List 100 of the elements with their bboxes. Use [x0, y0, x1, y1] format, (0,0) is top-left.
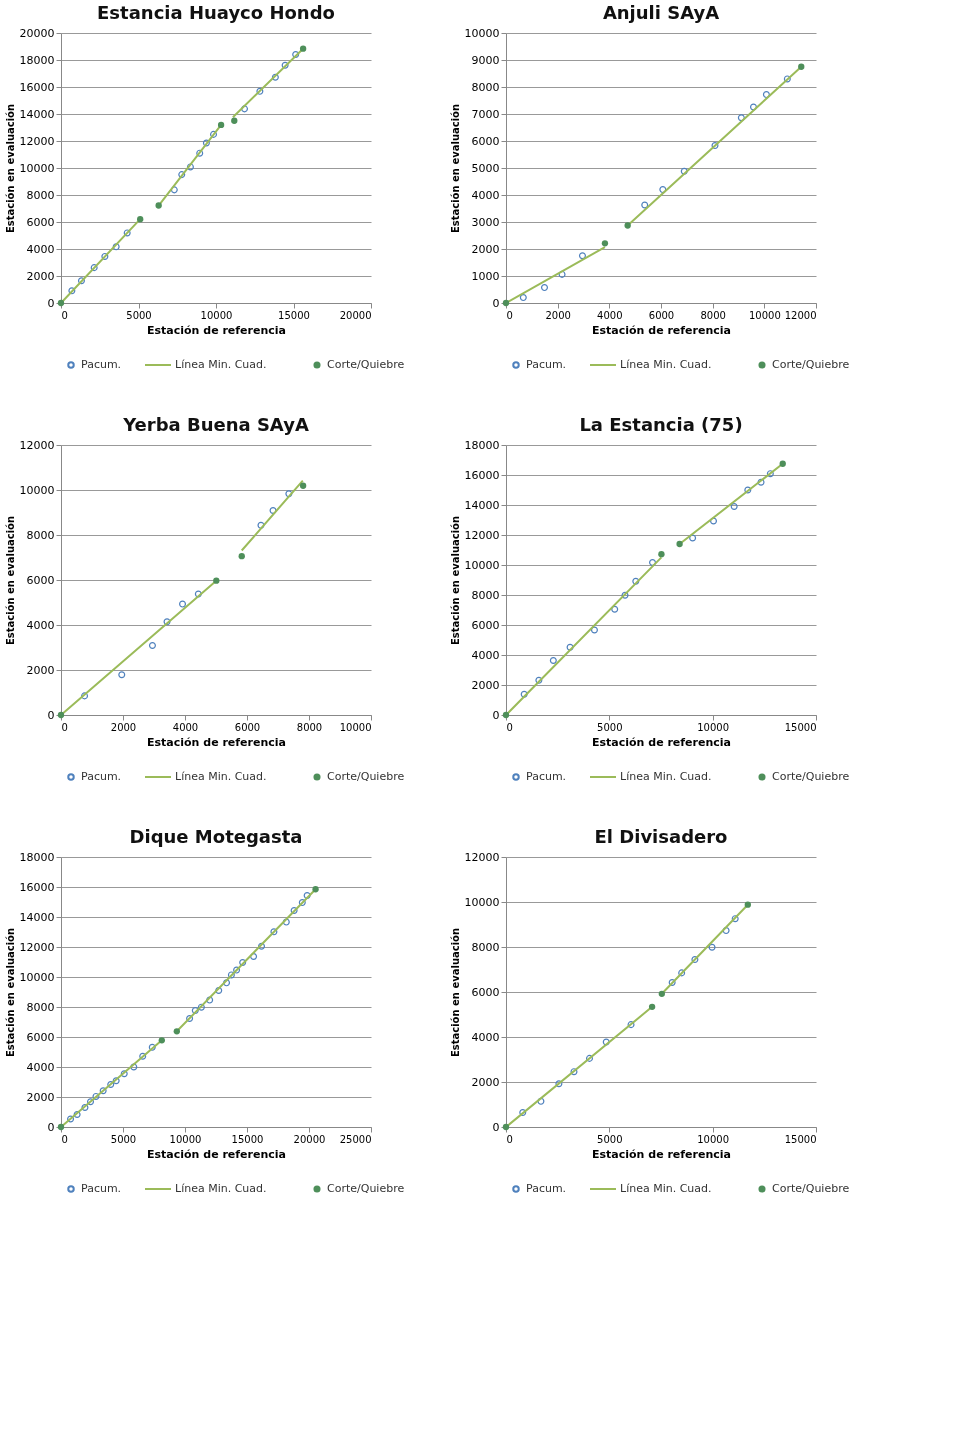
x-tick-label: 15000 [784, 721, 817, 733]
point [233, 966, 241, 974]
point [81, 692, 89, 700]
x-tick-label: 2000 [545, 309, 571, 321]
y-tick-label: 12000 [19, 134, 55, 148]
x-axis-title: Estación de referencia [592, 735, 731, 749]
point [238, 552, 245, 560]
x-axis-title: Estación de referencia [147, 735, 286, 749]
point [173, 1028, 180, 1035]
point [239, 958, 247, 966]
legend-label: Línea Min. Cuad. [175, 770, 267, 783]
y-tick-label: 0 [47, 708, 55, 722]
y-tick-label: 10000 [464, 895, 500, 909]
y-tick-label: 16000 [19, 80, 55, 94]
y-tick-label: 6000 [471, 985, 500, 999]
y-tick-label: 6000 [26, 215, 55, 229]
point [257, 942, 266, 950]
point [223, 979, 231, 987]
y-tick-label: 0 [492, 296, 500, 310]
y-tick-label: 3000 [471, 215, 500, 229]
legend-label: Corte/Quiebre [772, 1182, 850, 1195]
x-tick-label: 20000 [293, 1133, 326, 1145]
point [231, 117, 238, 124]
point [257, 521, 265, 529]
point [659, 186, 667, 194]
point [77, 277, 85, 285]
y-tick-label: 6000 [26, 573, 55, 587]
y-tick-label: 8000 [471, 940, 500, 954]
point [312, 886, 319, 893]
y-tick-label: 2000 [471, 1075, 500, 1089]
point [155, 202, 162, 209]
x-axis-title: Estación de referencia [592, 323, 731, 337]
point [282, 918, 290, 926]
chart-title: Anjuli SAyA [602, 2, 720, 23]
y-tick-label: 8000 [26, 1000, 55, 1014]
y-tick-label: 4000 [26, 618, 55, 632]
point [601, 240, 609, 247]
point [290, 907, 298, 915]
y-tick-label: 2000 [26, 1090, 55, 1104]
legend-label: Pacum. [526, 358, 567, 371]
point [711, 142, 719, 150]
y-tick-label: 0 [47, 296, 55, 310]
legend-label: Corte/Quiebre [327, 358, 405, 371]
point [217, 121, 225, 129]
y-tick-label: 18000 [464, 438, 500, 452]
y-tick-label: 1000 [471, 269, 500, 283]
y-tick-label: 16000 [464, 468, 500, 482]
point [137, 216, 144, 223]
y-tick-label: 10000 [19, 161, 55, 175]
y-tick-label: 12000 [19, 940, 55, 954]
x-tick-label: 25000 [339, 1133, 372, 1145]
y-tick-label: 18000 [19, 850, 55, 864]
chart-title: La Estancia (75) [579, 414, 743, 435]
point [202, 139, 210, 147]
y-tick-label: 6000 [471, 618, 500, 632]
point [783, 75, 791, 83]
y-tick-label: 2000 [26, 663, 55, 677]
point [87, 1098, 95, 1106]
x-tick-label: 0 [61, 309, 68, 321]
point [540, 284, 549, 292]
legend-label: Corte/Quiebre [772, 770, 850, 783]
point [92, 1092, 100, 1100]
legend-label: Pacum. [81, 1182, 122, 1195]
x-tick-label: 10000 [169, 1133, 202, 1145]
chart-title: Dique Motegasta [129, 826, 303, 847]
y-tick-label: 4000 [471, 648, 500, 662]
point [186, 163, 194, 171]
point [99, 1087, 107, 1095]
x-tick-label: 0 [506, 1133, 513, 1145]
y-tick-label: 7000 [471, 107, 500, 121]
y-tick-label: 9000 [471, 53, 500, 67]
x-tick-label: 5000 [597, 1133, 623, 1145]
point [210, 130, 218, 138]
x-tick-label: 10000 [697, 1133, 730, 1145]
y-tick-label: 4000 [471, 1030, 500, 1044]
point [196, 149, 204, 157]
point [194, 590, 202, 598]
y-tick-label: 6000 [26, 1030, 55, 1044]
x-tick-label: 4000 [172, 721, 199, 733]
y-tick-label: 2000 [471, 242, 500, 256]
y-tick-label: 2000 [26, 269, 55, 283]
legend-label: Línea Min. Cuad. [175, 1182, 267, 1195]
point [292, 50, 300, 58]
legend-label: Corte/Quiebre [772, 358, 850, 371]
x-tick-label: 10000 [200, 309, 233, 321]
point [130, 1063, 138, 1071]
x-axis-title: Estación de referencia [147, 323, 286, 337]
y-tick-label: 0 [492, 1120, 500, 1134]
point [299, 45, 307, 52]
y-tick-label: 6000 [471, 134, 500, 148]
point [213, 577, 220, 584]
x-tick-label: 10000 [697, 721, 730, 733]
point [641, 201, 649, 209]
y-axis-title: Estación en evaluación [4, 927, 16, 1058]
point [578, 252, 586, 260]
x-tick-label: 0 [61, 1133, 68, 1145]
x-tick-label: 5000 [110, 1133, 137, 1145]
y-tick-label: 10000 [464, 26, 500, 40]
point [90, 264, 98, 272]
point [206, 996, 214, 1004]
